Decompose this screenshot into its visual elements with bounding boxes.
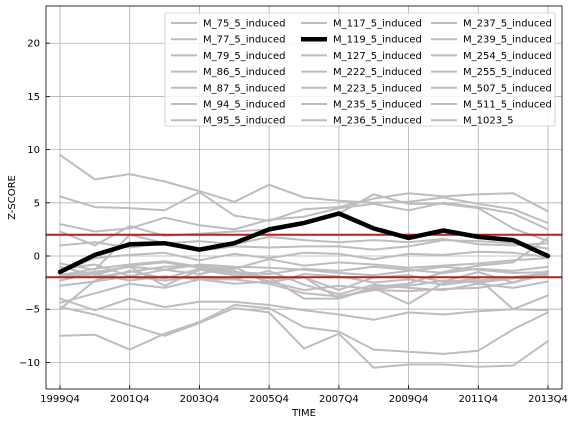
y-axis-ticks: −10 −5 0 5 10 15 20 bbox=[19, 39, 50, 369]
legend-label: M_119_5_induced bbox=[333, 35, 422, 46]
series-line-m-119-5-induced bbox=[57, 211, 551, 275]
series-line-m-237-5-induced bbox=[59, 294, 549, 321]
series-line-m-1023-5 bbox=[59, 263, 549, 277]
series-line-m-77-5-induced bbox=[59, 191, 549, 222]
x-tick-label: 2013Q4 bbox=[528, 394, 568, 405]
y-axis-label: Z-SCORE bbox=[7, 175, 18, 220]
y-tick-label: −10 bbox=[19, 358, 40, 369]
y-tick-label: 20 bbox=[27, 39, 40, 50]
legend-label: M_511_5_induced bbox=[463, 100, 552, 111]
legend-label: M_77_5_induced bbox=[203, 35, 286, 46]
legend-label: M_254_5_induced bbox=[463, 51, 552, 62]
legend-label: M_235_5_induced bbox=[333, 100, 422, 111]
x-tick-label: 2001Q4 bbox=[110, 394, 150, 405]
legend-label: M_222_5_induced bbox=[333, 67, 422, 78]
series-line-m-254-5-induced bbox=[59, 306, 549, 369]
series-line-m-235-5-induced bbox=[59, 273, 549, 292]
legend-label: M_75_5_induced bbox=[203, 19, 286, 30]
series-line-m-95-5-induced bbox=[59, 250, 549, 273]
legend-label: M_255_5_induced bbox=[463, 67, 552, 78]
legend-label: M_127_5_induced bbox=[333, 51, 422, 62]
x-tick-label: 2011Q4 bbox=[458, 394, 498, 405]
series-line-m-507-5-induced bbox=[59, 304, 549, 355]
legend-label: M_86_5_induced bbox=[203, 67, 286, 78]
y-tick-label: 5 bbox=[34, 198, 40, 209]
y-tick-label: 15 bbox=[27, 92, 40, 103]
legend-label: M_87_5_induced bbox=[203, 83, 286, 94]
x-tick-label: 2009Q4 bbox=[389, 394, 429, 405]
series-line-m-239-5-induced bbox=[59, 273, 549, 304]
series-line-m-255-5-induced bbox=[59, 267, 549, 312]
legend-label: M_95_5_induced bbox=[203, 116, 286, 127]
legend-label: M_79_5_induced bbox=[203, 51, 286, 62]
series-line-m-75-5-induced bbox=[59, 153, 549, 224]
legend-label: M_1023_5 bbox=[463, 116, 513, 127]
legend: M_75_5_induced M_77_5_induced M_79_5_induc… bbox=[164, 12, 556, 127]
highlight-series bbox=[57, 211, 551, 275]
legend-label: M_507_5_induced bbox=[463, 83, 552, 94]
series-line-m-79-5-induced bbox=[59, 201, 549, 233]
legend-label: M_236_5_induced bbox=[333, 116, 422, 127]
legend-box bbox=[164, 12, 556, 127]
legend-label: M_239_5_induced bbox=[463, 35, 552, 46]
series-line-m-94-5-induced bbox=[59, 233, 549, 271]
legend-label: M_223_5_induced bbox=[333, 83, 422, 94]
x-tick-label: 2005Q4 bbox=[249, 394, 289, 405]
plot-frame bbox=[45, 5, 563, 390]
y-tick-label: 10 bbox=[27, 145, 40, 156]
y-tick-label: 0 bbox=[34, 252, 40, 263]
x-axis-ticks: 1999Q4 2001Q4 2003Q4 2005Q4 2007Q4 2009Q4 2011… bbox=[40, 385, 568, 405]
x-axis-label: TIME bbox=[291, 408, 316, 419]
series-line-m-117-5-induced bbox=[59, 257, 549, 277]
x-tick-label: 2003Q4 bbox=[180, 394, 220, 405]
legend-label: M_117_5_induced bbox=[333, 19, 422, 30]
legend-label: M_237_5_induced bbox=[463, 19, 552, 30]
x-tick-label: 2007Q4 bbox=[319, 394, 359, 405]
legend-label: M_94_5_induced bbox=[203, 100, 286, 111]
x-tick-label: 1999Q4 bbox=[40, 394, 80, 405]
y-tick-label: −5 bbox=[25, 305, 40, 316]
